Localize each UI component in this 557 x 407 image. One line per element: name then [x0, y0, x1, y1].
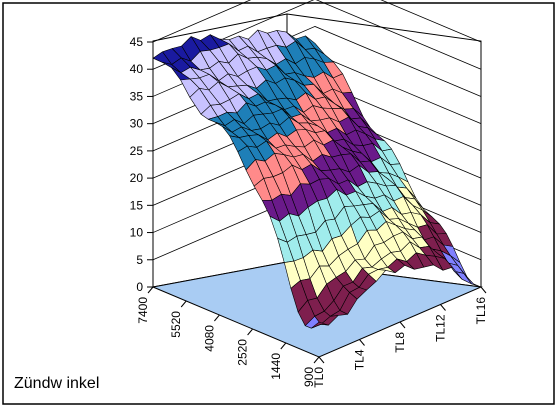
- load-tick-label: TL12: [434, 314, 448, 342]
- load-tick-label: TL16: [474, 297, 488, 325]
- surface-patch: [310, 321, 329, 329]
- load-tick: [440, 304, 446, 311]
- load-tick-label: TL0: [312, 367, 326, 388]
- rpm-tick: [180, 300, 187, 308]
- rpm-tick: [313, 356, 320, 364]
- z-tick-label: 15: [130, 198, 144, 212]
- load-tick: [399, 321, 406, 329]
- load-tick-label: TL4: [353, 349, 367, 370]
- rpm-tick: [280, 342, 287, 350]
- rpm-tick-label: 2520: [236, 339, 250, 366]
- rpm-tick-label: 1440: [269, 353, 283, 380]
- z-tick-label: 0: [136, 280, 143, 294]
- z-tick-label: 45: [130, 35, 144, 49]
- z-tick-label: 20: [130, 171, 144, 185]
- axes: 0 5 10 15 20 25 30 35 40 45 7400 5520 4080 2520 1440 90…: [130, 35, 488, 388]
- load-tick: [480, 286, 487, 294]
- z-tick-label: 30: [130, 117, 144, 131]
- z-tick-label: 10: [130, 226, 144, 240]
- rpm-tick-label: 5520: [169, 311, 183, 338]
- rpm-tick: [247, 328, 253, 336]
- z-axis-title: Zündw inkel: [14, 375, 99, 392]
- rpm-tick-label: 7400: [136, 297, 150, 324]
- surface: [152, 29, 482, 329]
- load-tick: [318, 356, 325, 364]
- rpm-tick: [147, 286, 154, 294]
- gridline: [152, 0, 482, 43]
- z-tick-label: 35: [130, 89, 144, 103]
- z-tick-label: 40: [130, 62, 144, 76]
- z-tick-label: 25: [130, 144, 144, 158]
- rpm-tick: [214, 314, 220, 322]
- rpm-tick-label: 900: [302, 367, 316, 387]
- load-tick: [359, 339, 365, 346]
- load-tick-label: TL8: [393, 332, 407, 353]
- rpm-tick-label: 4080: [202, 325, 216, 352]
- z-tick-label: 5: [136, 253, 143, 267]
